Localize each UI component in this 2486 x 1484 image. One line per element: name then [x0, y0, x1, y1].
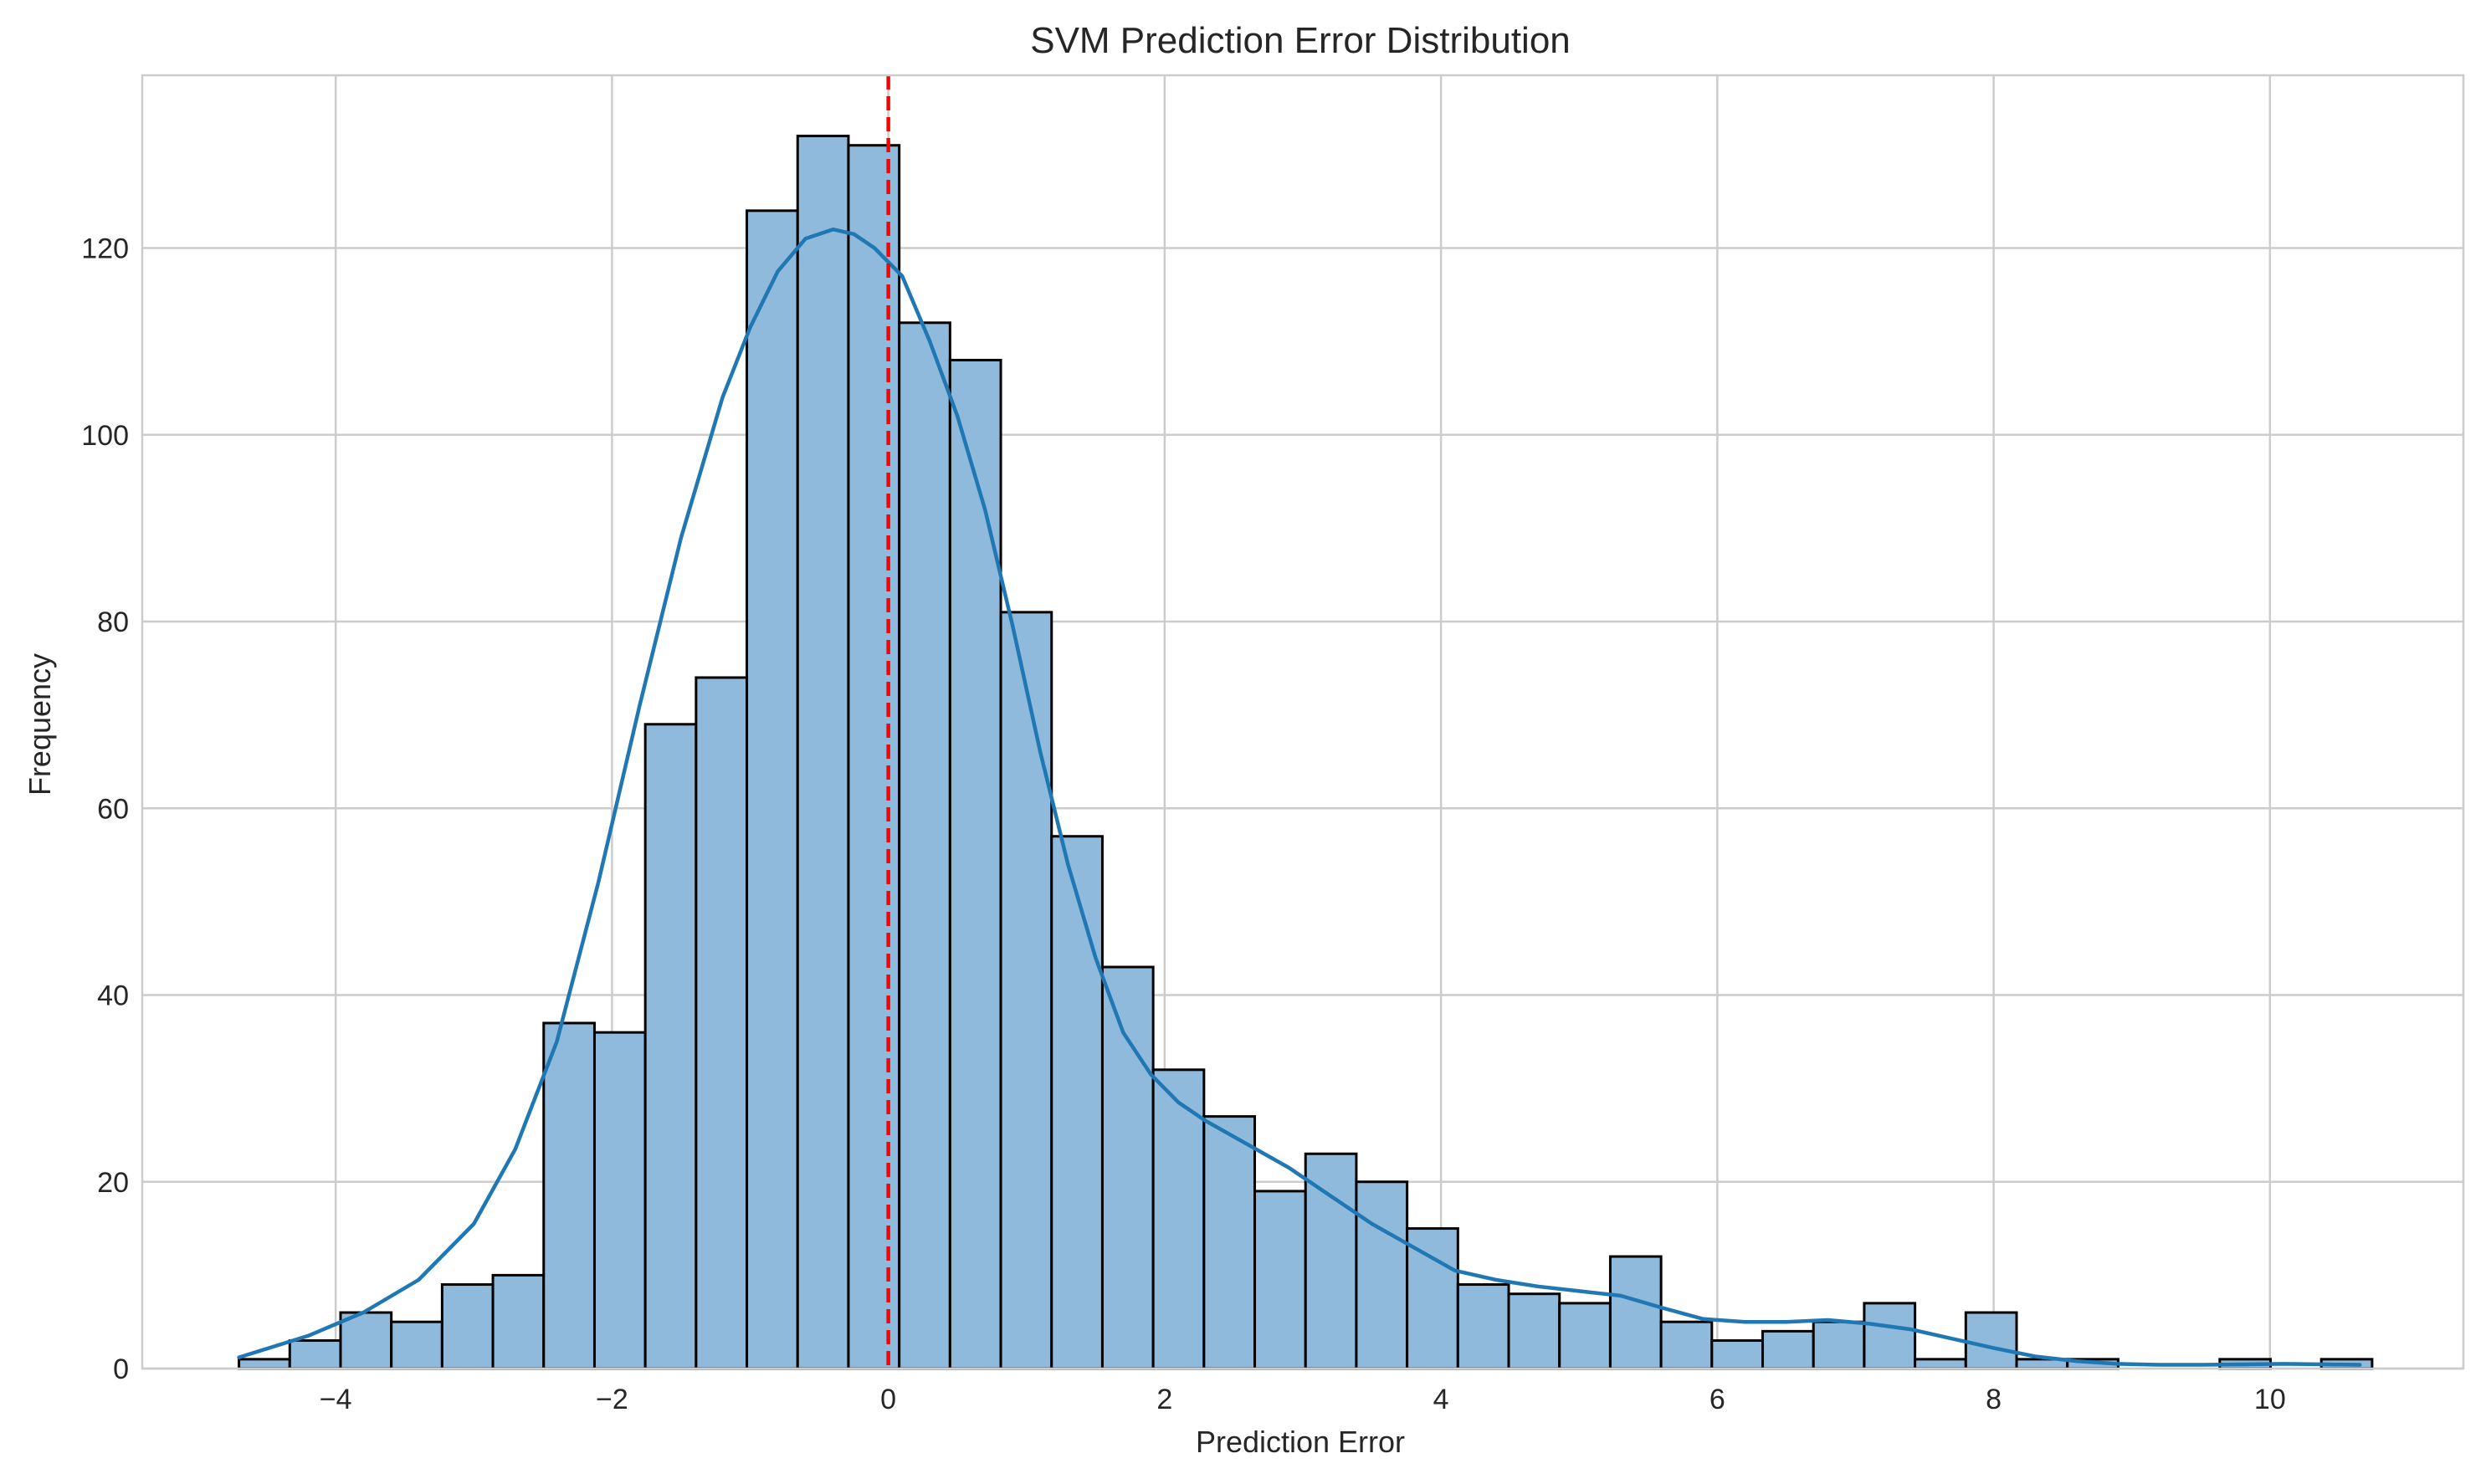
y-tick-label: 80 — [97, 606, 129, 638]
histogram-bar — [999, 611, 1053, 1370]
x-axis-ticks: −4 −2 0 2 4 6 8 10 — [320, 1384, 2286, 1415]
histogram-bar — [390, 1320, 443, 1370]
histogram-bar — [339, 1311, 393, 1370]
histogram-bar — [288, 1339, 342, 1370]
histogram-bar — [491, 1273, 546, 1370]
histogram-bar — [1863, 1302, 1917, 1370]
histogram-bar — [1659, 1320, 1714, 1370]
histogram-bar — [1050, 835, 1104, 1370]
histogram-bar — [238, 1358, 291, 1370]
histogram-bar — [542, 1021, 596, 1370]
histogram-bar — [1558, 1302, 1612, 1370]
kde-curve — [237, 227, 2362, 1367]
plot-frame — [141, 74, 2465, 1370]
x-tick-label: 6 — [1709, 1384, 1725, 1415]
histogram-bar — [1507, 1292, 1561, 1370]
histogram-bar — [1761, 1329, 1815, 1370]
chart-title: SVM Prediction Error Distribution — [1030, 20, 1571, 61]
histogram-bar — [796, 135, 850, 1370]
x-tick-label: −2 — [596, 1384, 628, 1415]
y-axis-label: Frequency — [23, 653, 57, 796]
histogram-bar — [948, 358, 1002, 1370]
x-tick-label: 4 — [1433, 1384, 1449, 1415]
histogram-bar — [1710, 1339, 1765, 1370]
y-tick-label: 0 — [113, 1354, 129, 1385]
histogram-bar — [1253, 1190, 1307, 1370]
histogram-bar — [592, 1031, 647, 1370]
histogram-bar — [746, 209, 799, 1370]
x-tick-label: 0 — [880, 1384, 896, 1415]
histogram-bar — [440, 1283, 495, 1370]
x-tick-label: 8 — [1986, 1384, 2002, 1415]
y-tick-label: 120 — [81, 233, 129, 265]
y-tick-label: 20 — [97, 1167, 129, 1199]
y-tick-label: 40 — [97, 980, 129, 1012]
histogram-bar — [847, 144, 901, 1370]
histogram-bar — [1355, 1180, 1409, 1370]
histogram-bar — [1964, 1311, 2018, 1370]
histogram-bar — [898, 321, 951, 1370]
histogram-bar — [1151, 1068, 1206, 1370]
histogram-bar — [1304, 1152, 1358, 1370]
x-tick-label: 2 — [1156, 1384, 1172, 1415]
y-axis-ticks: 0 20 40 60 80 100 120 — [81, 233, 129, 1385]
y-tick-label: 100 — [81, 420, 129, 452]
x-tick-label: −4 — [320, 1384, 352, 1415]
histogram-bar — [1608, 1255, 1663, 1370]
histogram-bars — [238, 135, 2374, 1370]
x-axis-label: Prediction Error — [1196, 1425, 1405, 1459]
histogram-bar — [1914, 1358, 1967, 1370]
histogram-bar — [643, 723, 698, 1370]
histogram-bar — [1456, 1283, 1510, 1370]
x-tick-label: 10 — [2254, 1384, 2286, 1415]
histogram-bar — [695, 676, 749, 1370]
histogram-bar — [1100, 965, 1155, 1370]
histogram-bar — [1202, 1115, 1257, 1370]
y-tick-label: 60 — [97, 793, 129, 825]
histogram-bar — [1812, 1320, 1866, 1370]
